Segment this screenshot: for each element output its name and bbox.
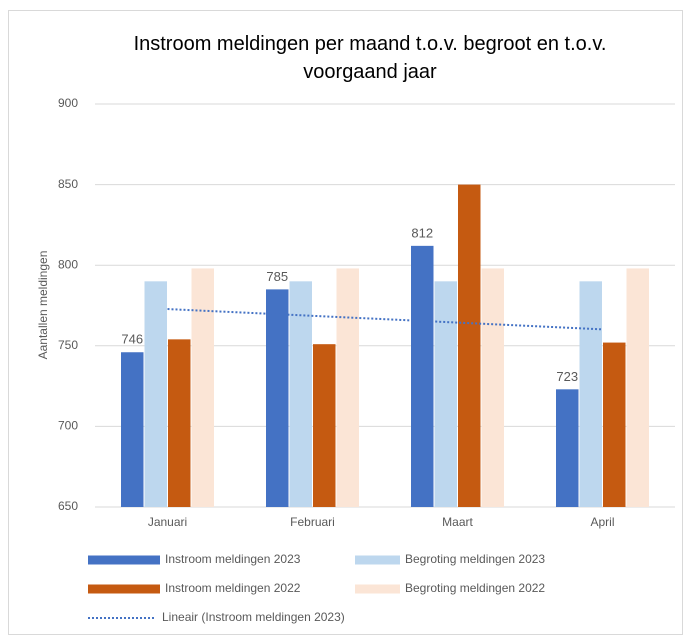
bar (458, 184, 481, 507)
y-tick-label: 650 (58, 499, 78, 513)
legend-label: Instroom meldingen 2022 (165, 581, 301, 595)
bar (121, 352, 144, 507)
trendline (167, 308, 603, 331)
data-label: 785 (266, 269, 288, 284)
legend-label: Begroting meldingen 2022 (405, 581, 545, 595)
y-tick-label: 750 (58, 338, 78, 352)
y-tick-label: 700 (58, 419, 78, 433)
bar (191, 268, 214, 507)
data-label: 723 (556, 369, 578, 384)
data-label: 746 (121, 332, 143, 347)
bar (266, 289, 289, 507)
legend-label: Instroom meldingen 2023 (165, 552, 301, 566)
x-tick-label: Maart (442, 515, 473, 529)
legend-label: Lineair (Instroom meldingen 2023) (162, 610, 345, 624)
legend-swatch (355, 555, 400, 565)
bar (434, 281, 457, 507)
x-tick-label: April (590, 515, 614, 529)
legend-label: Begroting meldingen 2023 (405, 552, 545, 566)
x-tick-label: Februari (290, 515, 335, 529)
legend-swatch (355, 584, 400, 594)
bar (556, 389, 579, 507)
y-tick-label: 800 (58, 257, 78, 271)
y-tick-label: 850 (58, 177, 78, 191)
bar (411, 245, 434, 507)
bar (626, 268, 649, 507)
bar (603, 342, 626, 507)
data-label: 812 (411, 225, 433, 240)
bar (336, 268, 359, 507)
legend-swatch (88, 584, 160, 594)
bar (481, 268, 504, 507)
bar (289, 281, 312, 507)
chart-title: Instroom meldingen per maand t.o.v. begr… (133, 33, 607, 83)
bar (579, 281, 602, 507)
y-axis-label: Aantallen meldingen (36, 251, 50, 360)
bar (313, 344, 336, 507)
legend-swatch (88, 555, 160, 565)
y-tick-label: 900 (58, 96, 78, 110)
x-tick-label: Januari (148, 515, 187, 529)
bar (144, 281, 167, 507)
bar (168, 339, 191, 507)
